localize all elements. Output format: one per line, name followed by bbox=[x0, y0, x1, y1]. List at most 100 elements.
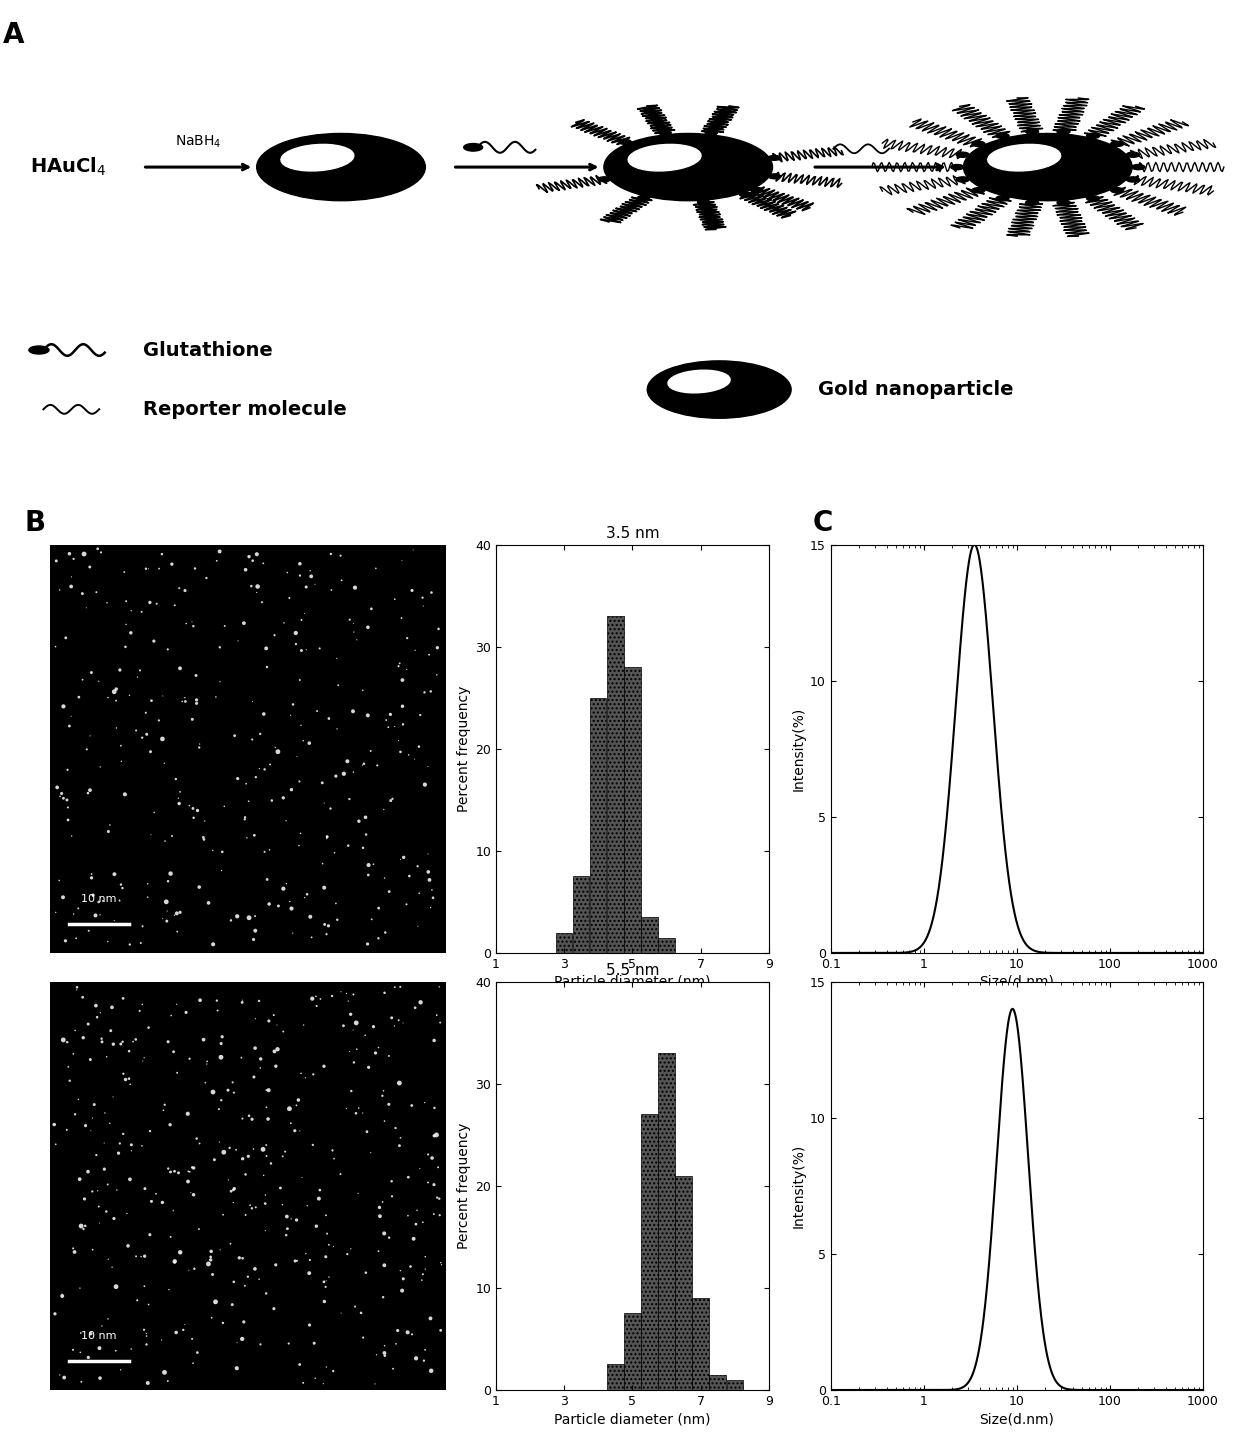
Point bbox=[211, 1032, 231, 1055]
Point bbox=[102, 996, 122, 1019]
Bar bbox=[624, 668, 641, 953]
Point bbox=[324, 1235, 343, 1258]
Point bbox=[170, 1241, 190, 1264]
Point bbox=[273, 1145, 293, 1168]
Point bbox=[232, 989, 252, 1012]
Point bbox=[131, 931, 151, 954]
Point bbox=[93, 890, 113, 913]
Point bbox=[365, 1373, 384, 1396]
Point bbox=[50, 868, 69, 891]
Point bbox=[224, 1271, 244, 1294]
Point bbox=[141, 1189, 161, 1212]
Point bbox=[388, 1320, 408, 1343]
Point bbox=[131, 1245, 151, 1268]
Point bbox=[334, 762, 353, 785]
Circle shape bbox=[956, 176, 970, 182]
Point bbox=[56, 930, 76, 953]
Point bbox=[110, 1033, 130, 1056]
Point bbox=[166, 768, 186, 791]
Point bbox=[343, 612, 363, 635]
Point bbox=[236, 805, 255, 828]
Point bbox=[348, 810, 368, 833]
Point bbox=[169, 792, 188, 815]
Point bbox=[409, 735, 429, 758]
Point bbox=[398, 1165, 418, 1188]
Point bbox=[250, 1333, 270, 1356]
Point bbox=[221, 909, 241, 931]
Point bbox=[379, 880, 399, 903]
Point bbox=[259, 1009, 279, 1032]
Point bbox=[126, 1245, 146, 1268]
Point bbox=[219, 1136, 239, 1159]
Point bbox=[285, 1250, 305, 1273]
Point bbox=[162, 553, 182, 576]
Point bbox=[98, 1307, 118, 1330]
Point bbox=[428, 1156, 448, 1179]
Point bbox=[399, 864, 419, 887]
Point bbox=[134, 1275, 154, 1298]
Point bbox=[291, 714, 311, 737]
Point bbox=[250, 1048, 270, 1070]
Point bbox=[295, 1066, 315, 1089]
Text: Reporter molecule: Reporter molecule bbox=[143, 400, 346, 418]
Point bbox=[264, 1040, 284, 1063]
Point bbox=[224, 1080, 244, 1103]
Circle shape bbox=[604, 133, 773, 201]
Point bbox=[72, 582, 92, 605]
Point bbox=[309, 1187, 329, 1209]
Point bbox=[98, 1174, 118, 1197]
Point bbox=[66, 1103, 86, 1126]
Point bbox=[138, 873, 157, 896]
Point bbox=[66, 927, 86, 950]
Point bbox=[361, 598, 381, 620]
Point bbox=[187, 688, 207, 711]
Point bbox=[259, 838, 279, 861]
Point bbox=[213, 1141, 233, 1164]
Point bbox=[429, 1187, 449, 1209]
Point bbox=[136, 1323, 156, 1346]
Point bbox=[327, 646, 347, 669]
Point bbox=[381, 790, 401, 813]
Point bbox=[195, 810, 215, 833]
Point bbox=[63, 1237, 83, 1260]
X-axis label: Size(d.nm): Size(d.nm) bbox=[980, 974, 1054, 989]
Point bbox=[418, 843, 438, 866]
Point bbox=[107, 678, 126, 701]
Point bbox=[376, 708, 396, 731]
Point bbox=[355, 752, 374, 775]
Point bbox=[120, 1073, 140, 1096]
Point bbox=[86, 995, 105, 1017]
Point bbox=[291, 1062, 311, 1085]
Text: A: A bbox=[2, 21, 24, 50]
Point bbox=[98, 686, 118, 709]
Point bbox=[205, 1148, 224, 1171]
Point bbox=[157, 900, 177, 923]
Point bbox=[428, 636, 448, 659]
Point bbox=[144, 801, 164, 824]
Point bbox=[348, 1182, 368, 1205]
Point bbox=[382, 1006, 402, 1029]
Point bbox=[300, 1314, 320, 1337]
Point bbox=[174, 1318, 193, 1341]
Point bbox=[175, 1313, 195, 1336]
Point bbox=[339, 990, 358, 1013]
Point bbox=[141, 824, 161, 847]
Point bbox=[136, 701, 156, 724]
Point bbox=[128, 1288, 148, 1311]
Point bbox=[210, 1098, 229, 1121]
Point bbox=[430, 1012, 450, 1035]
Point bbox=[203, 933, 223, 956]
Circle shape bbox=[1056, 129, 1070, 135]
Point bbox=[46, 1134, 66, 1156]
Point bbox=[72, 1370, 92, 1393]
Bar bbox=[608, 1364, 624, 1390]
Point bbox=[114, 1062, 134, 1085]
Point bbox=[46, 549, 66, 572]
Point bbox=[187, 1341, 207, 1364]
Ellipse shape bbox=[668, 370, 730, 393]
Point bbox=[394, 845, 414, 868]
Point bbox=[60, 1069, 79, 1092]
Point bbox=[252, 590, 272, 613]
Point bbox=[391, 741, 410, 764]
Point bbox=[246, 919, 265, 941]
